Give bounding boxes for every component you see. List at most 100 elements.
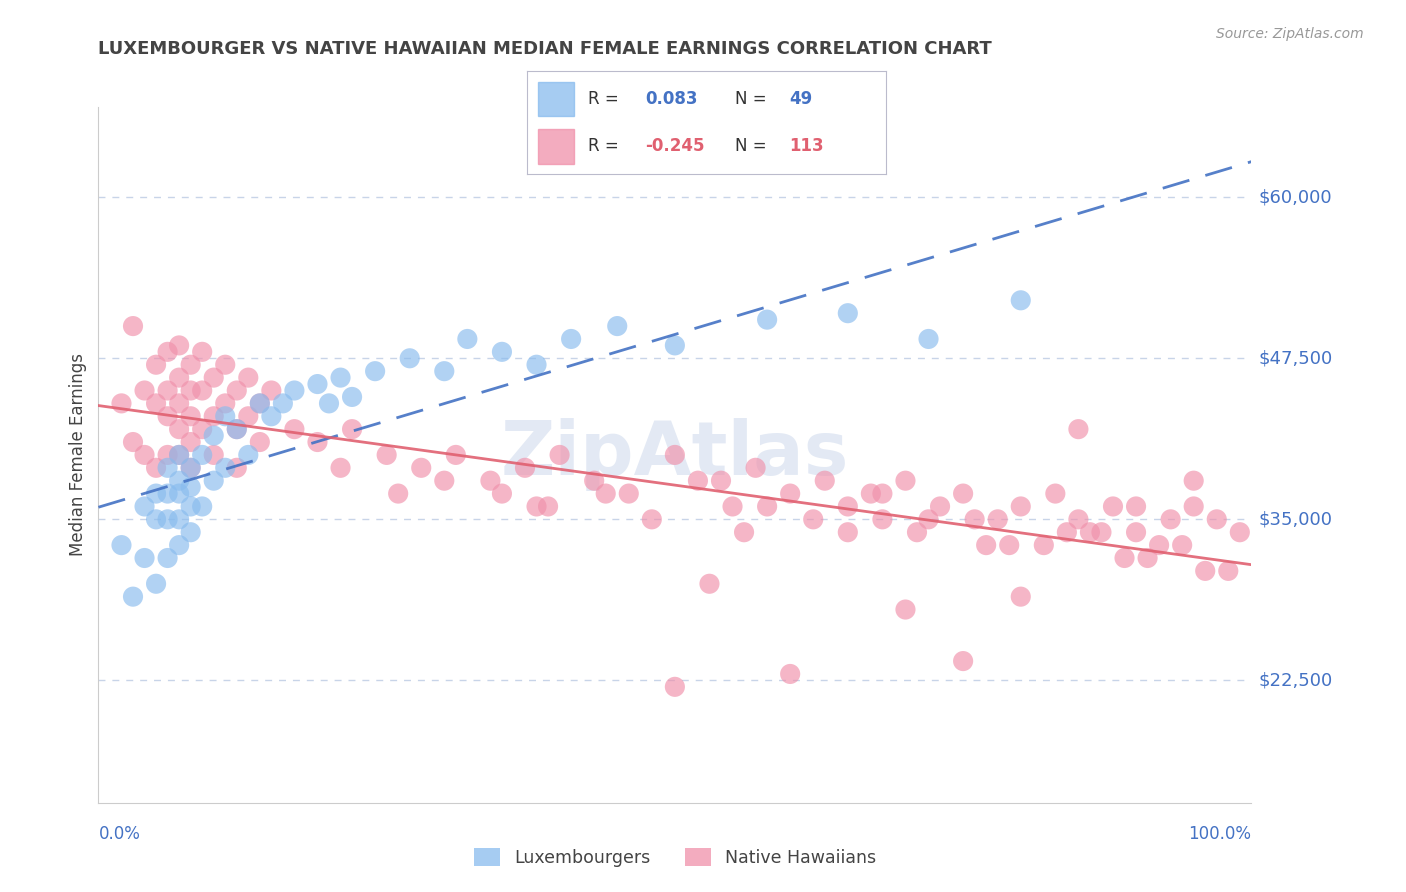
Point: [156, 551, 179, 566]
Point: [225, 422, 247, 436]
Point: [249, 396, 271, 410]
Point: [180, 460, 202, 475]
Point: [872, 512, 894, 526]
Point: [260, 384, 283, 398]
Point: [1182, 474, 1205, 488]
Point: [894, 602, 917, 616]
Point: [411, 460, 433, 475]
Point: [202, 370, 225, 384]
Point: [1136, 551, 1159, 566]
Point: [595, 486, 617, 500]
Point: [387, 486, 409, 500]
Text: N =: N =: [735, 90, 772, 108]
Point: [156, 384, 179, 398]
Point: [398, 351, 420, 366]
Point: [998, 538, 1021, 552]
Point: [167, 370, 190, 384]
Text: LUXEMBOURGER VS NATIVE HAWAIIAN MEDIAN FEMALE EARNINGS CORRELATION CHART: LUXEMBOURGER VS NATIVE HAWAIIAN MEDIAN F…: [98, 40, 993, 58]
Point: [779, 486, 801, 500]
Point: [167, 474, 190, 488]
Point: [859, 486, 882, 500]
Point: [952, 654, 974, 668]
Point: [641, 512, 664, 526]
Point: [952, 486, 974, 500]
Text: N =: N =: [735, 137, 772, 155]
Text: ZipAtlas: ZipAtlas: [501, 418, 849, 491]
Point: [307, 377, 329, 392]
Point: [987, 512, 1010, 526]
Point: [225, 422, 247, 436]
Point: [1182, 500, 1205, 514]
Point: [664, 448, 686, 462]
Point: [433, 364, 456, 378]
Point: [307, 435, 329, 450]
Point: [202, 428, 225, 442]
Point: [249, 435, 271, 450]
Point: [917, 512, 939, 526]
Point: [917, 332, 939, 346]
Point: [837, 306, 859, 320]
Point: [167, 422, 190, 436]
Point: [837, 500, 859, 514]
Point: [134, 551, 156, 566]
Bar: [538, 128, 574, 163]
Point: [1114, 551, 1136, 566]
Point: [134, 500, 156, 514]
Point: [260, 409, 283, 424]
Point: [617, 486, 640, 500]
Point: [145, 396, 167, 410]
Point: [444, 448, 467, 462]
Point: [180, 358, 202, 372]
Point: [801, 512, 824, 526]
Point: [156, 512, 179, 526]
Point: [548, 448, 571, 462]
Text: R =: R =: [588, 90, 624, 108]
Point: [110, 538, 132, 552]
Point: [214, 409, 236, 424]
Point: [180, 500, 202, 514]
Point: [271, 396, 294, 410]
Point: [456, 332, 478, 346]
Point: [526, 358, 548, 372]
Point: [180, 460, 202, 475]
Point: [238, 370, 260, 384]
Point: [606, 319, 628, 334]
Point: [180, 435, 202, 450]
Point: [214, 396, 236, 410]
Point: [1056, 525, 1078, 540]
Y-axis label: Median Female Earnings: Median Female Earnings: [69, 353, 87, 557]
Point: [167, 338, 190, 352]
Point: [526, 500, 548, 514]
Point: [779, 667, 801, 681]
Point: [686, 474, 709, 488]
Point: [710, 474, 733, 488]
Point: [134, 448, 156, 462]
Point: [340, 422, 363, 436]
Point: [238, 448, 260, 462]
Point: [167, 512, 190, 526]
Point: [513, 460, 536, 475]
Text: 113: 113: [789, 137, 824, 155]
Text: -0.245: -0.245: [645, 137, 704, 155]
Point: [180, 525, 202, 540]
Point: [202, 474, 225, 488]
Point: [145, 576, 167, 591]
Point: [214, 358, 236, 372]
Point: [225, 384, 247, 398]
Point: [122, 435, 145, 450]
Point: [963, 512, 986, 526]
Point: [167, 448, 190, 462]
Point: [905, 525, 928, 540]
Point: [329, 370, 352, 384]
Point: [814, 474, 837, 488]
Point: [491, 486, 513, 500]
Point: [167, 486, 190, 500]
Point: [249, 396, 271, 410]
Point: [929, 500, 952, 514]
Point: [156, 448, 179, 462]
Point: [191, 344, 214, 359]
Point: [1194, 564, 1216, 578]
Point: [1171, 538, 1194, 552]
Text: 0.0%: 0.0%: [98, 825, 141, 843]
Bar: [538, 81, 574, 117]
